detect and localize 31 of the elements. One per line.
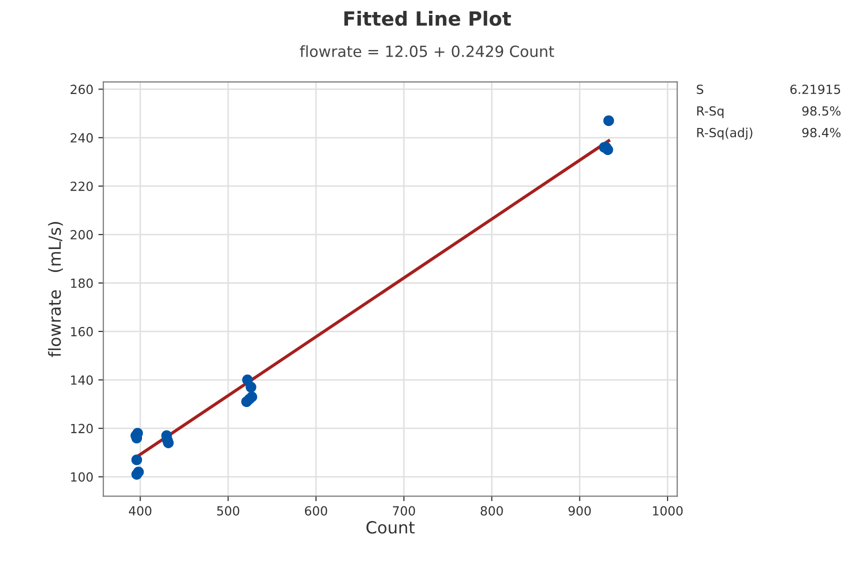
chart-subtitle: flowrate = 12.05 + 0.2429 Count xyxy=(300,45,554,58)
text: 98.4% xyxy=(802,128,840,138)
text: S xyxy=(696,84,704,94)
point xyxy=(246,382,256,393)
y-tick-label: 100 xyxy=(71,472,93,482)
x-tick-label: 800 xyxy=(480,506,503,516)
x-tick-label: 500 xyxy=(217,506,240,516)
y-axis-title: flowrate (mL/s) xyxy=(48,222,63,358)
x-tick-label: 400 xyxy=(128,506,152,516)
x-tick-label: 700 xyxy=(392,506,415,516)
y-tick-label: 240 xyxy=(70,133,93,143)
y-tick-label: 140 xyxy=(71,375,93,385)
y-tick-label: 120 xyxy=(71,424,93,434)
y-tick-label: 220 xyxy=(70,182,93,192)
point xyxy=(131,454,142,466)
point xyxy=(603,115,614,126)
text: 98.5% xyxy=(802,106,840,116)
x-axis-title: Count xyxy=(366,521,415,534)
point xyxy=(241,396,252,408)
y-tick-label: 180 xyxy=(71,278,93,288)
text: R-Sq xyxy=(697,106,724,118)
x-tick-label: 900 xyxy=(568,506,591,516)
point xyxy=(133,466,144,478)
y-tick-label: 260 xyxy=(70,84,93,94)
x-tick-label: 1000 xyxy=(653,506,683,516)
x-tick-label: 600 xyxy=(304,506,328,516)
y-tick-label: 160 xyxy=(71,326,93,336)
text: 6.21915 xyxy=(790,84,840,94)
y-tick-label: 200 xyxy=(70,230,93,240)
chart-title: Fitted Line Plot xyxy=(344,10,511,26)
text: R-Sq(adj) xyxy=(697,128,752,140)
